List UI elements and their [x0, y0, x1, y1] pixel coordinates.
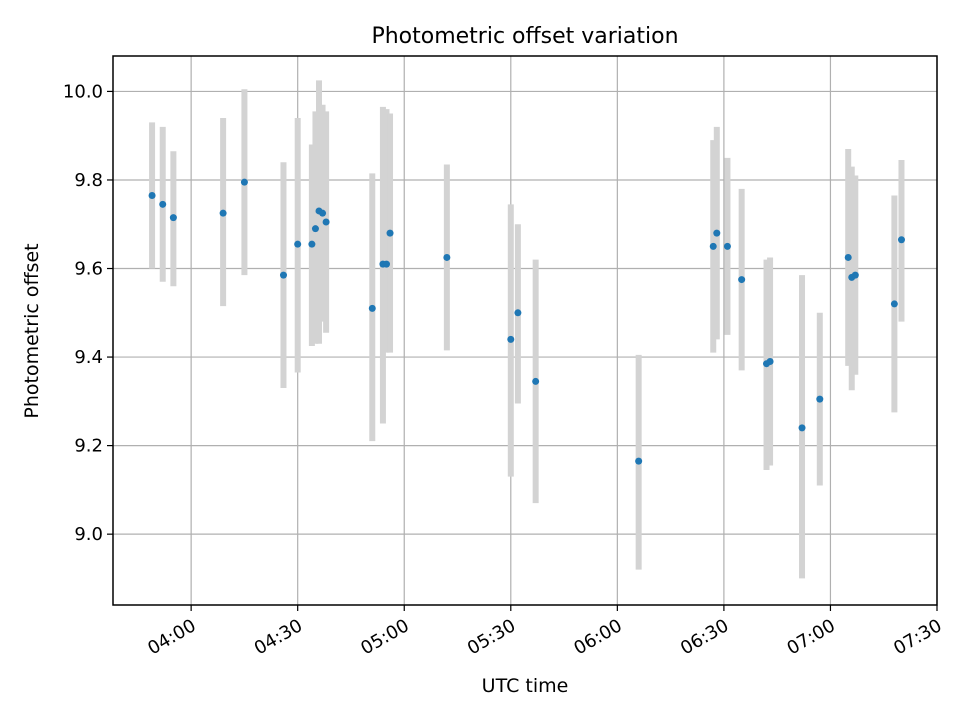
- data-point: [308, 240, 316, 248]
- x-tick-label: 07:30: [890, 615, 945, 659]
- x-tick-label: 05:30: [464, 615, 519, 659]
- data-points: [148, 178, 905, 465]
- y-axis-ticks: 9.0 9.2 9.4 9.6 9.8 10.0: [63, 81, 113, 545]
- data-point: [294, 240, 302, 248]
- y-tick-label: 9.6: [74, 259, 103, 280]
- x-tick-label: 06:30: [677, 615, 732, 659]
- x-tick-label: 07:00: [784, 615, 839, 659]
- data-point: [766, 357, 774, 365]
- x-tick-label: 04:30: [251, 615, 306, 659]
- data-point: [897, 236, 905, 244]
- data-point: [738, 276, 746, 284]
- data-point: [311, 225, 319, 233]
- data-point: [219, 209, 227, 217]
- data-point: [169, 214, 177, 222]
- data-point: [148, 191, 156, 199]
- data-point: [851, 271, 859, 279]
- y-tick-label: 9.8: [74, 170, 103, 191]
- data-point: [240, 178, 248, 186]
- data-point: [713, 229, 721, 237]
- data-point: [382, 260, 390, 268]
- data-point: [322, 218, 330, 226]
- data-point: [816, 395, 824, 403]
- data-point: [159, 200, 167, 208]
- y-tick-label: 10.0: [63, 81, 103, 102]
- data-point: [798, 424, 806, 432]
- data-point: [890, 300, 898, 308]
- data-point: [844, 253, 852, 261]
- x-tick-label: 04:00: [144, 615, 199, 659]
- data-point: [319, 209, 327, 217]
- data-point: [723, 242, 731, 250]
- errorbars: [149, 80, 905, 579]
- y-axis-label: Photometric offset: [21, 243, 43, 418]
- data-point: [635, 457, 643, 465]
- x-tick-label: 06:00: [570, 615, 625, 659]
- x-axis-label: UTC time: [482, 675, 569, 697]
- data-point: [279, 271, 287, 279]
- data-point: [507, 335, 515, 343]
- data-point: [368, 304, 376, 312]
- chart-title: Photometric offset variation: [371, 24, 678, 49]
- data-point: [386, 229, 394, 237]
- x-tick-label: 05:00: [357, 615, 412, 659]
- plot-frame: [112, 55, 938, 606]
- y-tick-label: 9.2: [74, 436, 103, 457]
- y-tick-label: 9.0: [74, 524, 103, 545]
- data-point: [709, 242, 717, 250]
- x-axis-ticks: 04:00 04:30 05:00 05:30 06:00 06:30 07:00 07:30: [144, 605, 946, 659]
- y-tick-label: 9.4: [74, 347, 103, 368]
- data-point: [443, 253, 451, 261]
- data-point: [514, 309, 522, 317]
- grid-lines: [113, 56, 938, 605]
- data-point: [532, 377, 540, 385]
